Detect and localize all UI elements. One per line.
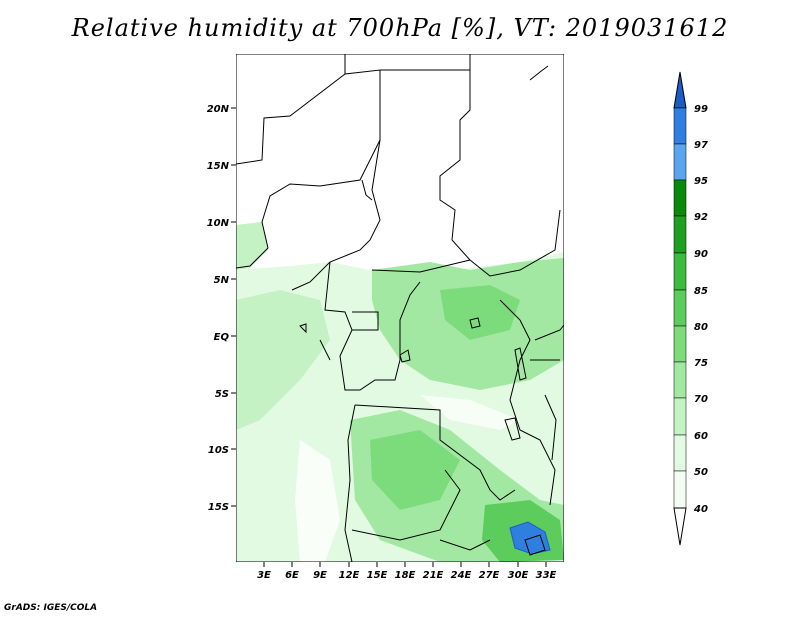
lon-tick-33e: 33E <box>536 562 557 581</box>
colorbar-label-60: 60 <box>694 431 708 442</box>
colorbar-label-90: 90 <box>694 249 708 260</box>
lat-tick-20n: 20N <box>207 104 236 115</box>
colorbar-label-85: 85 <box>694 286 708 297</box>
lat-tick-10n: 10N <box>207 218 236 229</box>
colorbar-bottom-arrow <box>673 507 687 546</box>
lon-tick-12e: 12E <box>339 562 360 581</box>
colorbar-label-70: 70 <box>694 394 708 405</box>
colorbar-label-92: 92 <box>694 212 708 223</box>
colorbar: 99 97 95 92 90 85 80 75 70 60 50 40 <box>673 71 708 546</box>
colorbar-segment-80 <box>673 289 687 327</box>
lon-tick-3e: 3E <box>257 562 271 581</box>
svg-text:6E: 6E <box>285 570 299 581</box>
svg-text:15S: 15S <box>208 502 229 513</box>
lat-tick-5n: 5N <box>214 275 236 286</box>
colorbar-labels: 99 97 95 92 90 85 80 75 70 60 50 40 <box>693 104 708 515</box>
lat-tick-15n: 15N <box>207 161 236 172</box>
humidity-field-dry-streak <box>420 395 520 430</box>
svg-text:5N: 5N <box>214 275 230 286</box>
svg-text:9E: 9E <box>313 570 327 581</box>
colorbar-segment-95 <box>673 143 687 181</box>
humidity-field-dark-south <box>370 430 460 510</box>
svg-text:10N: 10N <box>207 218 230 229</box>
colorbar-segment-90 <box>673 215 687 254</box>
lon-tick-27e: 27E <box>479 562 500 581</box>
colorbar-label-95: 95 <box>694 176 708 187</box>
lat-tick-5s: 5S <box>215 389 236 400</box>
svg-text:24E: 24E <box>451 570 472 581</box>
svg-text:15E: 15E <box>367 570 388 581</box>
svg-text:EQ: EQ <box>214 332 230 343</box>
humidity-field-dark-north <box>440 285 520 340</box>
svg-text:5S: 5S <box>215 389 229 400</box>
lon-tick-18e: 18E <box>395 562 416 581</box>
colorbar-label-40: 40 <box>693 504 708 515</box>
svg-text:3E: 3E <box>257 570 271 581</box>
humidity-field-coast-white <box>295 440 340 562</box>
colorbar-segment-75 <box>673 325 687 363</box>
svg-text:20N: 20N <box>207 104 230 115</box>
svg-text:15N: 15N <box>207 161 230 172</box>
svg-text:10S: 10S <box>208 445 229 456</box>
lat-tick-eq: EQ <box>214 332 236 343</box>
svg-text:30E: 30E <box>508 570 529 581</box>
colorbar-label-80: 80 <box>694 322 708 333</box>
svg-text:33E: 33E <box>536 570 557 581</box>
chart-title: Relative humidity at 700hPa [%], VT: 201… <box>71 14 729 42</box>
colorbar-segment-70 <box>673 361 687 399</box>
map-panel <box>236 54 564 562</box>
lon-tick-21e: 21E <box>423 562 444 581</box>
svg-text:27E: 27E <box>479 570 500 581</box>
colorbar-label-99: 99 <box>694 104 708 115</box>
credit-label: GrADS: IGES/COLA <box>4 603 98 613</box>
colorbar-segment-92 <box>673 179 687 217</box>
lat-axis: 20N 15N 10N 5N EQ 5S 10S 15S <box>207 104 236 513</box>
lon-tick-6e: 6E <box>285 562 299 581</box>
colorbar-segment-60 <box>673 397 687 436</box>
colorbar-segment-97 <box>673 107 687 145</box>
lat-tick-10s: 10S <box>208 445 236 456</box>
colorbar-label-97: 97 <box>694 140 708 151</box>
svg-text:12E: 12E <box>339 570 360 581</box>
lon-tick-30e: 30E <box>508 562 529 581</box>
colorbar-top-arrow <box>673 71 687 109</box>
colorbar-label-50: 50 <box>694 467 708 478</box>
lon-tick-9e: 9E <box>313 562 327 581</box>
colorbar-segment-85 <box>673 252 687 291</box>
colorbar-segment-50 <box>673 434 687 472</box>
colorbar-label-75: 75 <box>694 358 708 369</box>
lon-tick-15e: 15E <box>367 562 388 581</box>
lon-axis: 3E 6E 9E 12E 15E 18E 21E 24E 27E 30E 33E <box>257 562 557 581</box>
country-borders <box>236 54 564 562</box>
lat-tick-15s: 15S <box>208 502 236 513</box>
lon-tick-24e: 24E <box>451 562 472 581</box>
colorbar-segment-40 <box>673 470 687 509</box>
svg-text:21E: 21E <box>423 570 444 581</box>
svg-text:18E: 18E <box>395 570 416 581</box>
humidity-field-west-coast <box>236 222 268 270</box>
